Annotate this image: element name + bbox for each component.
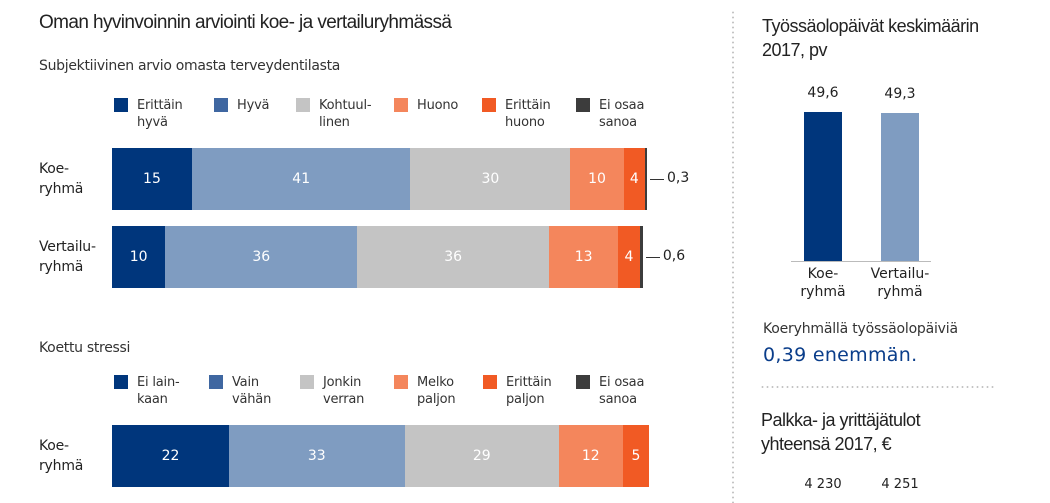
- legend-swatch: [114, 375, 128, 389]
- legend-label: Kohtuul- linen: [319, 98, 372, 130]
- bar-value-label: 10: [129, 249, 148, 265]
- column-bar: [804, 112, 842, 261]
- legend-item: Jonkin verran: [300, 374, 364, 408]
- legend-item: Ei osaa sanoa: [576, 374, 644, 408]
- side-note-highlight: 0,39 enemmän.: [763, 344, 918, 366]
- income-chart-title: Palkka- ja yrittäjätulot yhteensä 2017, …: [761, 410, 921, 454]
- bar-value-label: 4: [629, 171, 639, 187]
- bar-segment: 41: [191, 148, 411, 210]
- workdays-axis-line: [791, 261, 931, 262]
- leader-line: [650, 179, 664, 180]
- legend-label: Erittäin paljon: [506, 375, 552, 407]
- legend-item: Erittäin paljon: [483, 374, 552, 408]
- bar-value-label: 4: [624, 249, 634, 265]
- bar-segment: 12: [558, 425, 623, 487]
- bar-segment: 10: [570, 148, 624, 210]
- bar-segment: 4: [623, 148, 645, 210]
- column-value-label: 49,6: [807, 85, 839, 102]
- legend-label: Ei osaa sanoa: [599, 98, 645, 130]
- legend-swatch: [483, 375, 497, 389]
- bar-value-label: 33: [307, 448, 326, 464]
- legend-swatch: [394, 98, 408, 112]
- row-label: Koe- ryhmä: [39, 161, 84, 197]
- health-chart-title: Subjektiivinen arvio omasta terveydentil…: [39, 58, 341, 74]
- bar-segment: 36: [165, 226, 358, 288]
- bar-value-label: 12: [581, 448, 600, 464]
- bar-segment: 13: [549, 226, 619, 288]
- legend-swatch: [214, 98, 228, 112]
- legend-label: Melko paljon: [417, 375, 456, 407]
- bar-value-label: 30: [481, 171, 500, 187]
- legend-label: Erittäin hyvä: [137, 98, 183, 130]
- bar-value-label: 15: [143, 171, 161, 187]
- legend-label: Huono: [417, 98, 459, 113]
- horizontal-divider: [760, 386, 996, 388]
- bar-value-label: 36: [252, 249, 271, 265]
- bar-value-label: 36: [444, 249, 463, 265]
- bar-segment: 15: [112, 148, 192, 210]
- legend-item: Huono: [394, 97, 458, 114]
- bar-segment: 30: [410, 148, 571, 210]
- bar-value-label: 0,3: [667, 170, 690, 186]
- bar-value-label: 41: [292, 171, 311, 187]
- legend-label: Hyvä: [237, 98, 270, 113]
- side-note-text: Koeryhmällä työssäolopäiviä: [763, 321, 958, 337]
- legend-swatch: [209, 375, 223, 389]
- legend-item: Kohtuul- linen: [296, 97, 372, 131]
- legend-label: Vain vähän: [232, 375, 272, 407]
- bar-value-label: 29: [472, 448, 491, 464]
- legend-item: Erittäin hyvä: [114, 97, 183, 131]
- income-value-vertailuryhma: 4 251: [881, 477, 919, 492]
- vertical-divider: [732, 10, 734, 503]
- bar-segment: 10: [112, 226, 166, 288]
- row-label: Vertailu- ryhmä: [39, 239, 96, 275]
- column-bar: [881, 113, 919, 261]
- income-value-koeryhma: 4 230: [804, 477, 842, 492]
- legend-swatch: [576, 375, 590, 389]
- legend-item: Vain vähän: [209, 374, 271, 408]
- bar-segment: 36: [357, 226, 550, 288]
- legend-swatch: [296, 98, 310, 112]
- legend-label: Jonkin verran: [323, 375, 365, 407]
- legend-label: Ei osaa sanoa: [599, 375, 645, 407]
- legend-swatch: [576, 98, 590, 112]
- column-category-label: Koe- ryhmä: [800, 266, 846, 300]
- bar-value-label: 0,6: [662, 248, 686, 264]
- bar-segment: 29: [404, 425, 559, 487]
- legend-swatch: [114, 98, 128, 112]
- legend-label: Ei lain- kaan: [137, 375, 180, 407]
- column-value-label: 49,3: [884, 86, 916, 103]
- workdays-chart-title: Työssäolopäivät keskimäärin 2017, pv: [762, 16, 979, 60]
- legend-item: Hyvä: [214, 97, 270, 114]
- legend-label: Erittäin huono: [505, 98, 551, 130]
- legend-swatch: [300, 375, 314, 389]
- leader-line: [645, 257, 660, 258]
- legend-item: Melko paljon: [394, 374, 456, 408]
- bar-segment: 5: [622, 425, 650, 487]
- bar-segment: 33: [229, 425, 405, 487]
- legend-item: Erittäin huono: [482, 97, 551, 131]
- bar-value-label: 5: [631, 448, 641, 464]
- stress-chart-title: Koettu stressi: [39, 340, 131, 356]
- bar-segment: 22: [112, 425, 230, 487]
- bar-segment: 4: [618, 226, 640, 288]
- bar-value-label: 22: [161, 448, 180, 464]
- legend-item: Ei lain- kaan: [114, 374, 180, 408]
- legend-item: Ei osaa sanoa: [576, 97, 644, 131]
- page-title: Oman hyvinvoinnin arviointi koe- ja vert…: [39, 12, 452, 33]
- bar-value-label: 13: [574, 249, 593, 265]
- row-label: Koe- ryhmä: [39, 438, 84, 474]
- bar-value-label: 10: [588, 171, 606, 187]
- bar-segment: [639, 226, 643, 288]
- column-category-label: Vertailu- ryhmä: [870, 266, 930, 300]
- bar-segment: [645, 148, 647, 210]
- legend-swatch: [394, 375, 408, 389]
- legend-swatch: [482, 98, 496, 112]
